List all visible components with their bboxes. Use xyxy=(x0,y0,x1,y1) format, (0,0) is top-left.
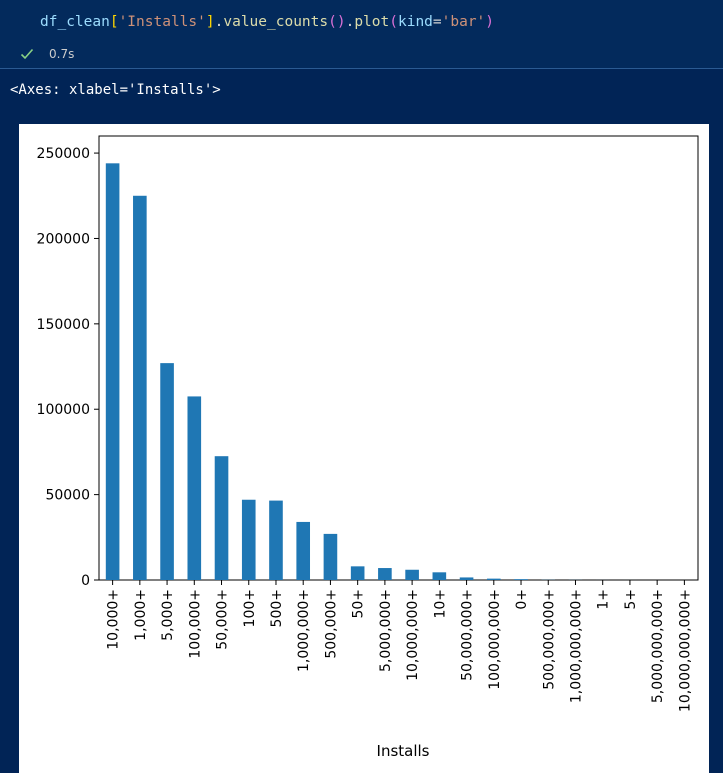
code-param: kind xyxy=(397,14,433,30)
code-paren: () xyxy=(328,14,346,30)
code-line[interactable]: df_clean['Installs'].value_counts().plot… xyxy=(40,14,494,30)
x-tick-label: 0+ xyxy=(514,589,530,610)
bar xyxy=(486,578,501,580)
x-tick-label: 50+ xyxy=(351,589,367,619)
x-tick-label: 5,000,000+ xyxy=(378,589,394,672)
x-axis: 10,000+ 1,000+ 5,000+ 100,000+ 50,000+ 100+ 50… xyxy=(106,580,693,712)
x-tick-label: 10+ xyxy=(432,589,448,619)
bar xyxy=(160,363,174,580)
code-bracket-close: ] xyxy=(205,14,215,30)
x-tick-label: 500,000+ xyxy=(323,589,339,659)
y-tick-label: 150000 xyxy=(37,317,90,333)
x-tick-label: 1,000,000,000+ xyxy=(568,589,584,703)
code-key: 'Installs' xyxy=(118,14,206,30)
x-tick-label: 500,000,000+ xyxy=(541,589,557,690)
code-dot: . xyxy=(345,14,355,30)
x-tick-label: 5+ xyxy=(623,589,639,610)
bar xyxy=(133,195,147,580)
bar-chart: 0 50000 100000 150000 200000 250000 10,000+ 1,… xyxy=(37,135,699,760)
bar xyxy=(241,499,256,580)
code-paren-open: ( xyxy=(389,14,398,30)
bar xyxy=(187,396,202,580)
code-variable: df_clean xyxy=(40,14,110,30)
bar xyxy=(296,521,311,580)
y-axis: 0 50000 100000 150000 200000 250000 xyxy=(37,146,99,589)
chart-figure: 0 50000 100000 150000 200000 250000 10,000+ 1,… xyxy=(19,124,709,773)
code-method-value-counts: value_counts xyxy=(223,14,329,30)
bar xyxy=(405,569,419,580)
bar xyxy=(514,579,528,580)
execution-duration: 0.7s xyxy=(49,47,75,61)
bar xyxy=(350,566,365,580)
x-tick-label: 50,000,000+ xyxy=(460,589,476,681)
y-tick-label: 50000 xyxy=(45,488,90,504)
bar xyxy=(378,568,392,580)
y-tick-label: 250000 xyxy=(37,146,90,162)
code-bracket-open: [ xyxy=(109,14,119,30)
bars xyxy=(105,163,692,581)
x-tick-label: 1,000+ xyxy=(133,589,149,641)
x-tick-label: 10,000+ xyxy=(106,589,122,650)
x-tick-label: 1,000,000+ xyxy=(296,589,312,672)
x-tick-label: 5,000+ xyxy=(160,589,176,641)
output-repr: <Axes: xlabel='Installs'> xyxy=(10,82,221,98)
bar xyxy=(323,533,338,580)
code-dot: . xyxy=(214,14,224,30)
x-axis-label: Installs xyxy=(377,742,430,760)
x-tick-label: 50,000+ xyxy=(215,589,231,650)
x-tick-label: 500+ xyxy=(269,589,285,627)
axes-spines xyxy=(98,135,699,581)
code-paren-close: ) xyxy=(485,14,495,30)
bar xyxy=(214,456,229,580)
y-tick-label: 200000 xyxy=(37,231,90,247)
x-tick-label: 100,000,000+ xyxy=(487,589,503,690)
x-tick-label: 1+ xyxy=(596,589,612,610)
code-cell[interactable]: df_clean['Installs'].value_counts().plot… xyxy=(0,0,723,69)
bar xyxy=(269,500,283,580)
x-tick-label: 100,000+ xyxy=(187,589,203,659)
x-tick-label: 10,000,000,000+ xyxy=(677,589,693,712)
bar xyxy=(432,572,447,580)
axes-frame xyxy=(98,135,699,581)
bar xyxy=(459,577,474,580)
x-tick-label: 100+ xyxy=(242,589,258,627)
y-tick-label: 0 xyxy=(81,573,90,589)
check-icon xyxy=(20,48,34,60)
bar xyxy=(105,163,120,581)
code-equals: = xyxy=(432,14,442,30)
x-tick-label: 10,000,000+ xyxy=(405,589,421,681)
code-value: 'bar' xyxy=(441,14,486,30)
execution-status: 0.7s xyxy=(19,45,74,63)
x-tick-label: 5,000,000,000+ xyxy=(650,589,666,703)
code-method-plot: plot xyxy=(354,14,390,30)
y-tick-label: 100000 xyxy=(37,402,90,418)
